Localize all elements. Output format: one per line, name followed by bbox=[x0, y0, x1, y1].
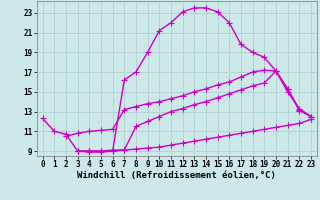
X-axis label: Windchill (Refroidissement éolien,°C): Windchill (Refroidissement éolien,°C) bbox=[77, 171, 276, 180]
